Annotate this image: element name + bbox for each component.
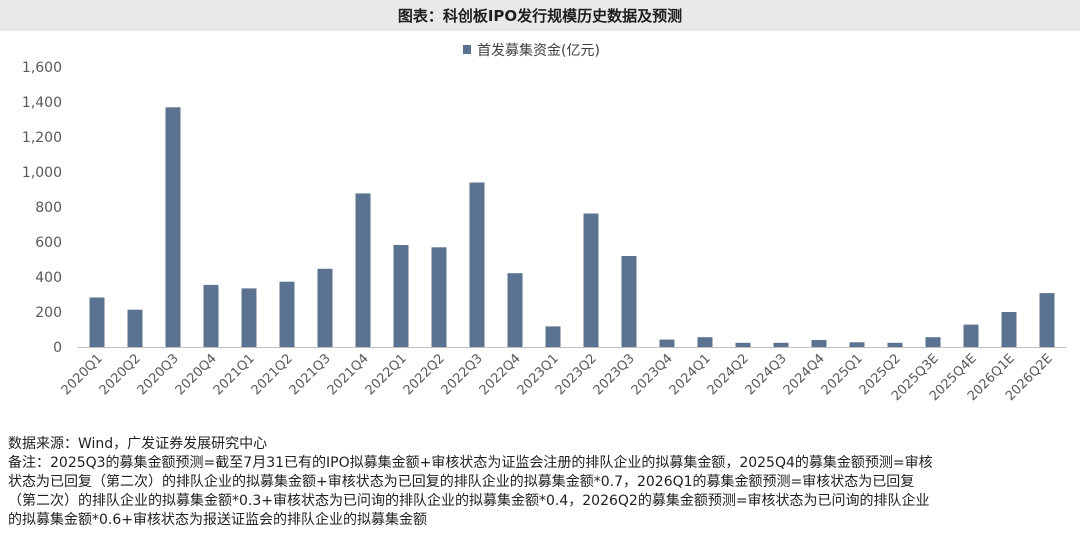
y-tick-label: 1,200 (22, 130, 62, 146)
bar (811, 340, 827, 347)
x-tick-label: 2020Q3 (135, 351, 182, 398)
bar (203, 284, 219, 347)
x-tick-label: 2021Q1 (211, 351, 258, 398)
x-tick-label: 2022Q4 (477, 351, 524, 398)
bar (659, 339, 675, 347)
bar (241, 288, 257, 347)
source-text: 数据来源：Wind，广发证券发展研究中心 (8, 436, 268, 452)
bar (583, 213, 599, 347)
x-tick-label: 2021Q2 (249, 351, 296, 398)
x-tick-label: 2024Q1 (667, 351, 714, 398)
bar (963, 324, 979, 347)
x-tick-label: 2021Q3 (287, 351, 334, 398)
y-tick-label: 200 (35, 305, 62, 321)
chart-title: 图表：科创板IPO发行规模历史数据及预测 (397, 7, 683, 25)
title-bar: 图表：科创板IPO发行规模历史数据及预测 (0, 0, 1080, 31)
bar (621, 256, 637, 347)
note-line-4: 的拟募集金额*0.6+审核状态为报送证监会的排队企业的拟募集金额 (8, 512, 427, 528)
x-tick-label: 2023Q1 (515, 351, 562, 398)
x-tick-label: 2020Q4 (173, 351, 220, 398)
y-tick-label: 400 (35, 270, 62, 286)
x-tick-label: 2023Q4 (629, 351, 676, 398)
x-tick-label: 2024Q4 (781, 351, 828, 398)
bar (279, 281, 295, 347)
y-tick-label: 1,600 (22, 60, 62, 76)
bar (507, 273, 523, 347)
x-tick-label: 2021Q4 (325, 351, 372, 398)
bar (393, 245, 409, 347)
x-tick-label: 2022Q2 (401, 351, 448, 398)
x-tick-label: 2020Q1 (59, 351, 106, 398)
bar (697, 337, 713, 347)
x-tick-label: 2025Q1 (819, 351, 866, 398)
x-tick-label: 2022Q3 (439, 351, 486, 398)
legend: 首发募集资金(亿元) (463, 42, 600, 59)
x-tick-label: 2022Q1 (363, 351, 410, 398)
x-tick-label: 2023Q2 (553, 351, 600, 398)
y-tick-label: 1,400 (22, 95, 62, 111)
x-tick-label: 2020Q2 (97, 351, 144, 398)
bar (545, 326, 561, 347)
bar (165, 107, 181, 348)
y-tick-label: 1,000 (22, 165, 62, 181)
legend-swatch (463, 45, 471, 54)
bar (735, 342, 751, 347)
bar-chart: 首发募集资金(亿元) 0 200 400 600 800 1,000 1,200 1,400 1… (22, 42, 1066, 404)
x-axis: 2020Q12020Q22020Q32020Q42021Q12021Q22021… (59, 347, 1066, 404)
note-line-3: （第二次）的排队企业的拟募集金额*0.3+审核状态为已问询的排队企业的拟募集金额… (8, 493, 930, 509)
y-tick-label: 800 (35, 200, 62, 216)
bar (127, 309, 143, 347)
x-tick-label: 2024Q3 (743, 351, 790, 398)
x-tick-label: 2023Q3 (591, 351, 638, 398)
notes: 数据来源：Wind，广发证券发展研究中心 备注：2025Q3的募集金额预测=截至… (8, 435, 1074, 530)
y-tick-label: 600 (35, 235, 62, 251)
y-tick-label: 0 (53, 340, 62, 356)
bar (1039, 293, 1055, 347)
bar (925, 337, 941, 347)
bar (89, 297, 105, 347)
note-line-2: 状态为已回复（第二次）的排队企业的拟募集金额+审核状态为已回复的排队企业的拟募集… (8, 474, 915, 490)
bars (89, 107, 1055, 348)
bar (355, 193, 371, 347)
bar (887, 342, 903, 347)
legend-label: 首发募集资金(亿元) (477, 42, 600, 59)
bar (431, 247, 447, 348)
x-tick-label: 2024Q2 (705, 351, 752, 398)
note-line-1: 备注：2025Q3的募集金额预测=截至7月31已有的IPO拟募集金额+审核状态为… (8, 455, 933, 471)
y-axis: 0 200 400 600 800 1,000 1,200 1,400 1,600 (22, 60, 62, 356)
bar (849, 342, 865, 347)
bar (773, 342, 789, 347)
bar (317, 268, 333, 347)
bar (469, 182, 485, 347)
bar (1001, 312, 1017, 347)
